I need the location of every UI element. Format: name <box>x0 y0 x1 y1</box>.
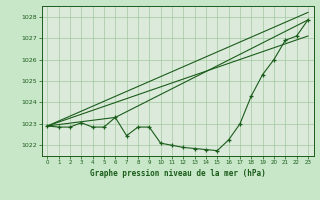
X-axis label: Graphe pression niveau de la mer (hPa): Graphe pression niveau de la mer (hPa) <box>90 169 266 178</box>
